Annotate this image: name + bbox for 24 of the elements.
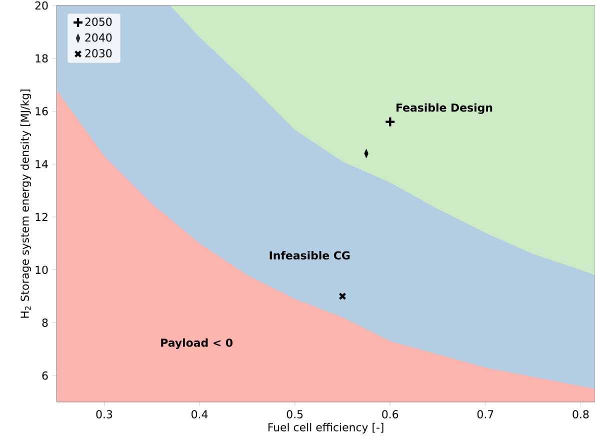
x-tick-label: 0.5 (286, 410, 303, 418)
point (338, 292, 346, 300)
y-tick-label: 12 (36, 212, 48, 222)
y-tick-label: 18 (36, 54, 48, 63)
x-tick-label: 0.4 (192, 410, 208, 418)
legend-label: 2040 (85, 33, 112, 42)
annotation: Payload < 0 (161, 338, 233, 350)
y-tick-label: 6 (42, 371, 48, 380)
y-tick-label: 16 (36, 107, 48, 116)
y-tick-label: 20 (35, 1, 48, 10)
x-tick-label: 0.7 (477, 410, 494, 418)
annotation: Feasible Design (396, 103, 492, 114)
y-tick-label: 14 (36, 160, 48, 168)
y-tick-label: 10 (36, 266, 48, 274)
x-tick-label: 0.8 (572, 410, 589, 418)
x-tick-label: 0.6 (382, 410, 398, 418)
annotation: Infeasible CG (270, 251, 350, 260)
point (384, 116, 396, 128)
x-axis-title: Fuel cell efficiency [-] (268, 422, 384, 434)
y-axis-title: H$_{2}$ Storage system energy density [MJ/kg] (20, 90, 32, 318)
legend-label: 2030 (85, 49, 112, 58)
legend-label: 2050 (85, 18, 112, 26)
x-tick-label: 0.3 (96, 410, 112, 418)
y-tick-label: 8 (42, 318, 48, 327)
